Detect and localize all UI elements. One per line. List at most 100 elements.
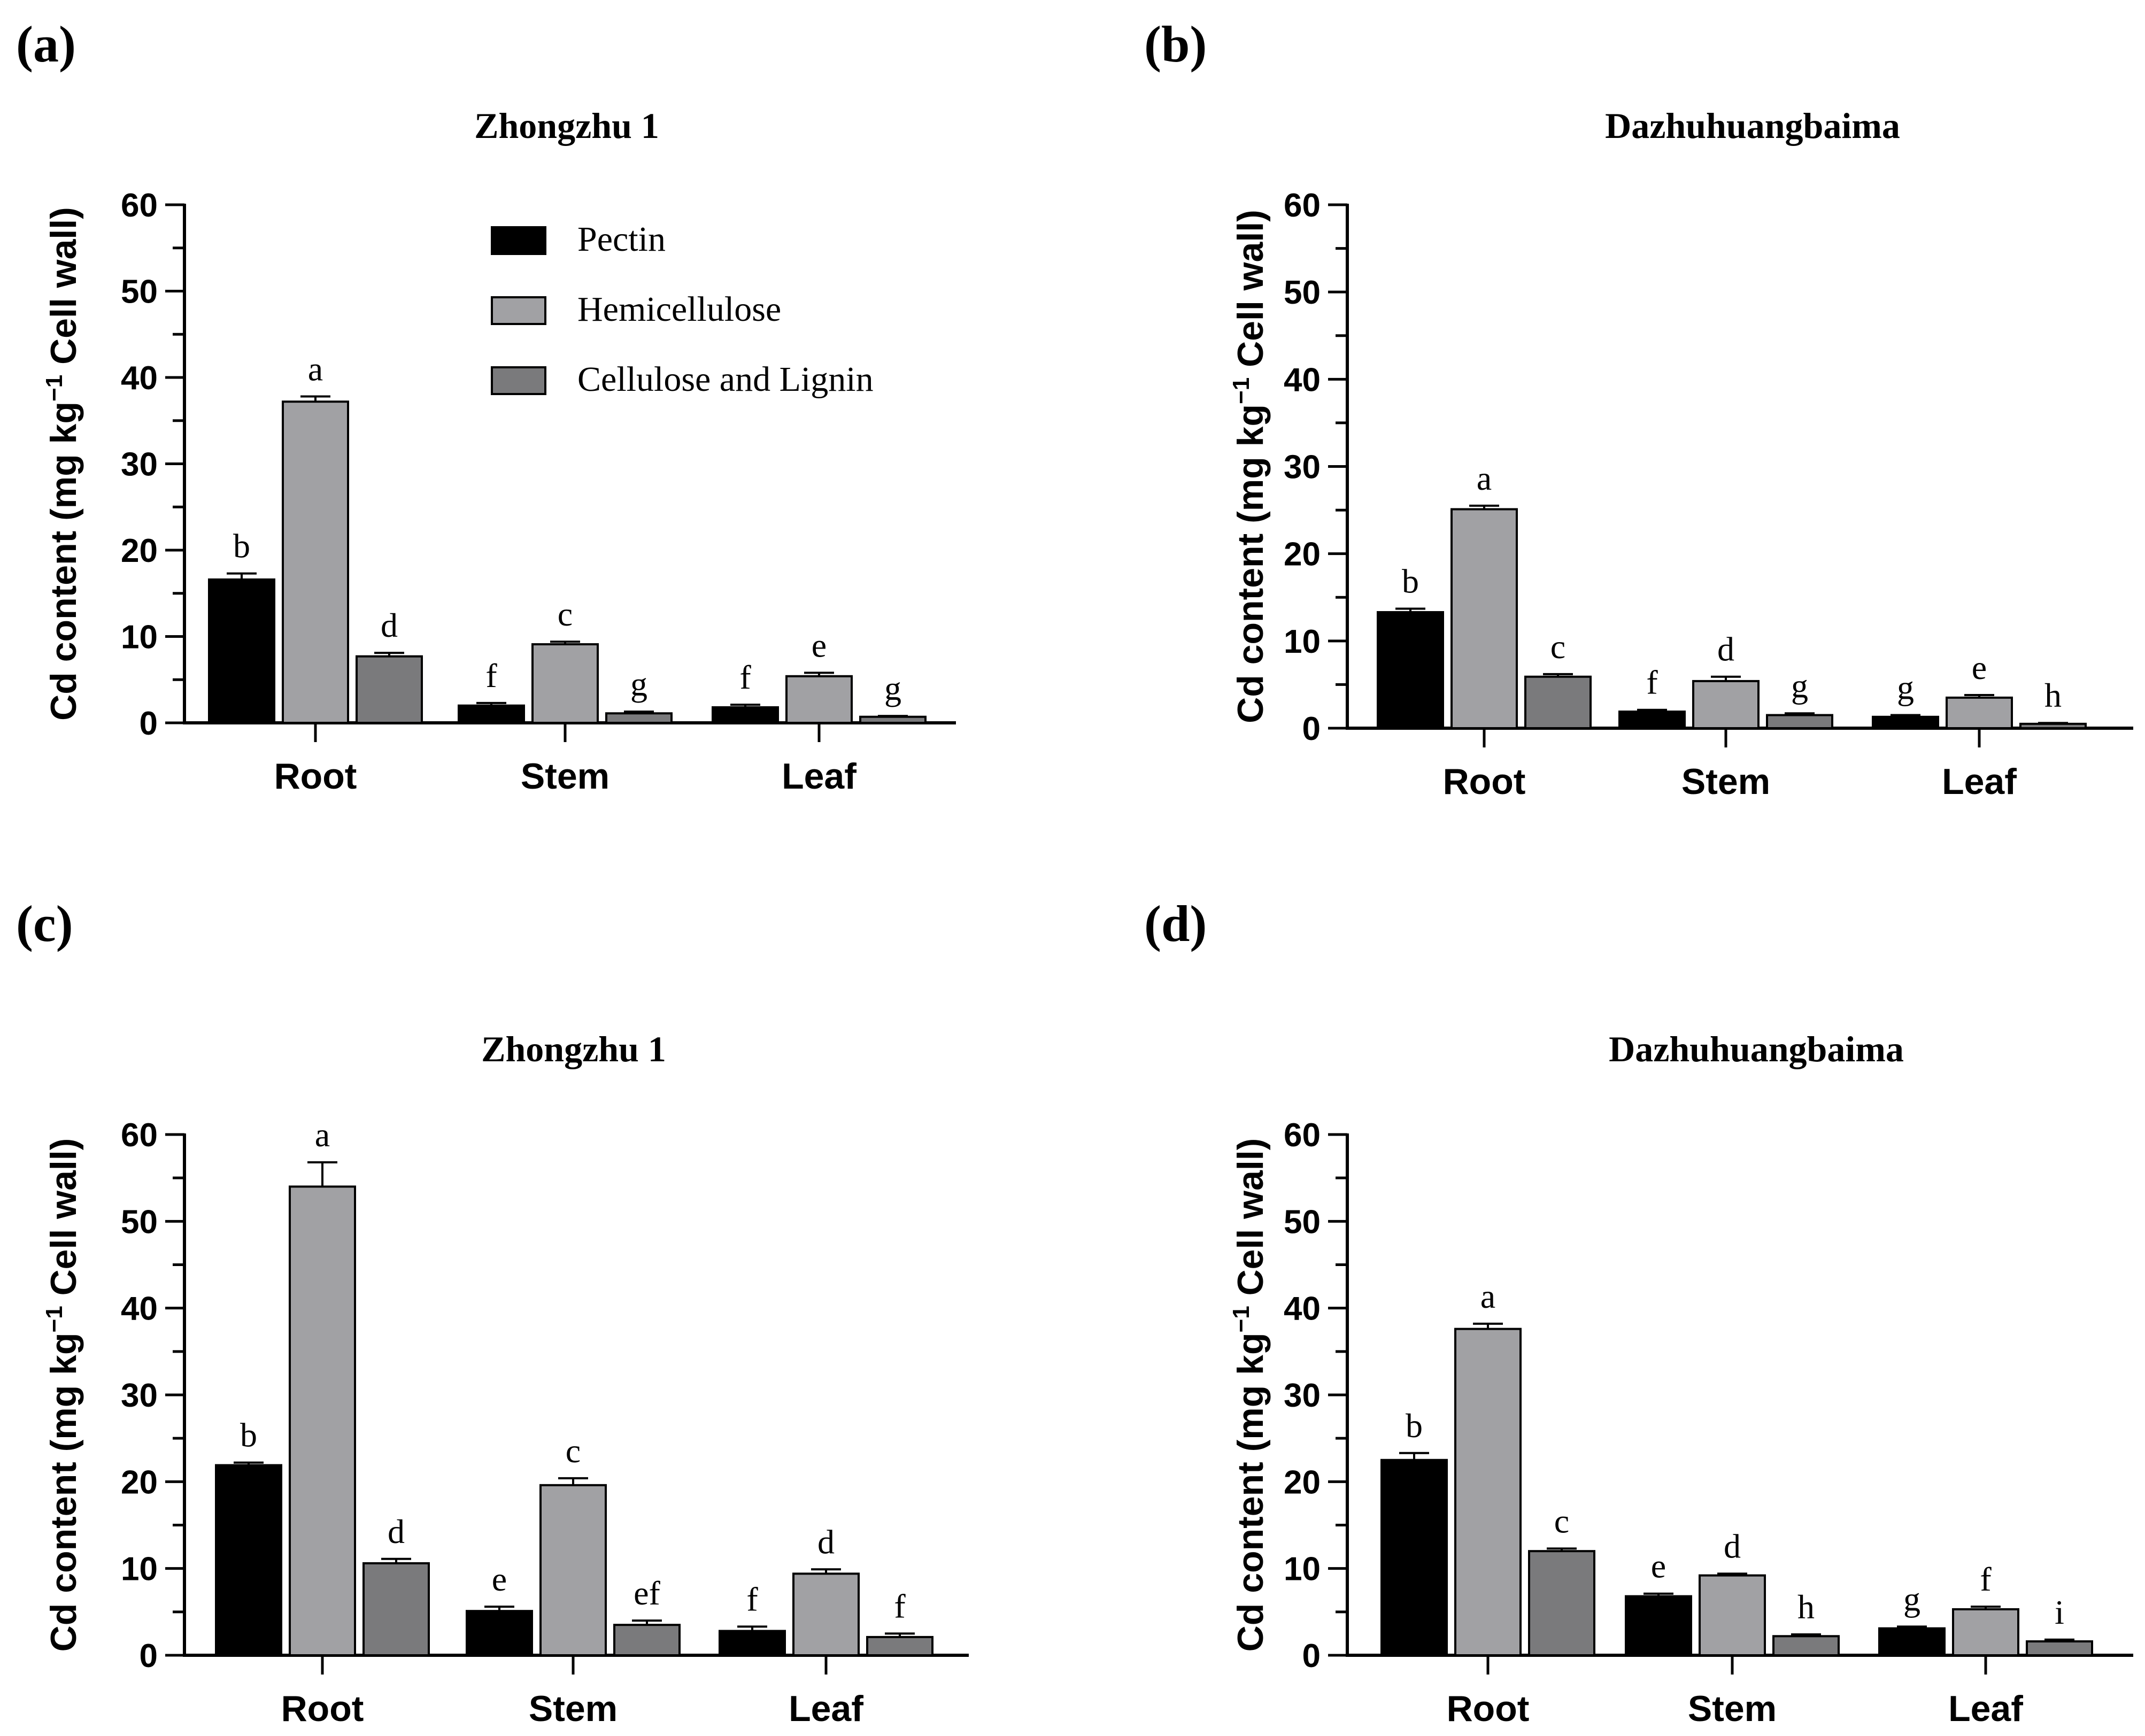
significance-letter: d [1724,1527,1741,1565]
y-tick-label: 10 [121,619,158,656]
bar [215,1464,282,1656]
x-tick-label: Root [274,756,357,797]
x-tick-label: Leaf [782,756,857,797]
significance-letter: f [1980,1560,1992,1598]
bar [2019,722,2087,730]
x-tick-label: Stem [521,756,609,797]
y-tick-label: 50 [1284,1203,1321,1240]
y-tick-label: 0 [1302,1638,1321,1675]
panel-label: (c) [16,895,73,952]
y-tick-label: 40 [1284,1291,1321,1328]
bar [539,1484,607,1656]
x-tick-label: Root [1447,1688,1530,1729]
y-axis-label-tail: Cell wall) [43,207,84,375]
legend-label: Hemicellulose [577,290,781,329]
bar [1946,696,2013,730]
legend-swatch [491,296,546,325]
significance-letter: e [492,1560,507,1598]
y-axis-label-main: Cd content (mg kg [1230,404,1271,723]
y-tick-label: 30 [121,446,158,483]
bar [1872,715,1939,729]
legend-swatch [491,226,546,255]
y-tick-label: 30 [121,1377,158,1414]
bar [458,704,525,724]
x-tick-label: Leaf [789,1688,863,1729]
y-axis-label-main: Cd content (mg kg [43,1332,84,1652]
y-tick-label: 0 [140,1638,158,1675]
significance-letter: g [884,669,901,707]
chart-panel-c: (c) Zhongzhu 1 Cd content (mg kg−1 Cell wa… [16,895,969,1729]
significance-letter: h [2044,676,2062,714]
y-axis-label-tail: Cell wall) [1230,1138,1271,1306]
y-tick-label: 20 [1284,536,1321,573]
chart-panel-a: (a) Zhongzhu 1 Cd content (mg kg−1 Cell wa… [16,16,956,797]
significance-letter: d [1717,630,1734,668]
x-tick-label: Leaf [1942,761,2017,802]
chart-title: Dazhuhuangbaima [1609,1029,1904,1069]
bar [1380,1459,1448,1656]
y-tick-label: 20 [121,533,158,569]
significance-letter: g [1903,1580,1920,1618]
significance-letter: b [233,527,250,565]
y-tick-label: 20 [1284,1464,1321,1501]
y-axis-label: Cd content (mg kg−1 Cell wall) [1228,1138,1271,1652]
y-tick-label: 10 [1284,623,1321,660]
panel-label: (a) [16,16,76,73]
bar [1766,714,1833,730]
chart-panel-b: (b) Dazhuhuangbaima Cd content (mg kg−1 Ce… [1144,16,2133,802]
y-axis-label-main: Cd content (mg kg [1230,1332,1271,1652]
significance-letter: d [388,1513,405,1550]
bar [1952,1608,2019,1657]
significance-letter: f [739,658,751,696]
x-tick-label: Root [1443,761,1526,802]
significance-letter: c [1554,1502,1569,1540]
bar [1528,1550,1595,1656]
y-axis-label-superscript: −1 [41,375,67,402]
significance-letter: f [485,657,497,695]
y-tick-label: 40 [1284,361,1321,398]
significance-letter: f [894,1587,906,1625]
y-tick-label: 10 [1284,1551,1321,1588]
chart-title: Zhongzhu 1 [474,105,659,146]
bar [282,400,349,724]
y-tick-label: 60 [121,1117,158,1154]
bar [362,1562,430,1657]
bar [531,643,599,724]
bar [859,715,927,724]
x-tick-label: Stem [1688,1688,1777,1729]
bar [613,1624,681,1657]
significance-letter: c [558,595,573,633]
legend-label: Cellulose and Lignin [577,360,874,399]
y-tick-label: 40 [121,360,158,397]
y-axis-label: Cd content (mg kg−1 Cell wall) [41,207,84,721]
bar [1699,1574,1766,1656]
y-axis-label: Cd content (mg kg−1 Cell wall) [41,1138,84,1652]
significance-letter: a [315,1116,330,1154]
significance-letter: a [1477,459,1492,497]
y-tick-label: 30 [1284,449,1321,486]
bar [1618,710,1686,729]
y-tick-label: 50 [1284,274,1321,311]
bar [289,1185,356,1656]
significance-letter: e [812,626,827,664]
chart-title: Dazhuhuangbaima [1605,105,1900,146]
x-tick-label: Leaf [1948,1688,2023,1729]
significance-letter: g [1791,667,1808,705]
bar [1878,1627,1946,1657]
x-tick-label: Stem [529,1688,618,1729]
chart-panel-d: (d) Dazhuhuangbaima Cd content (mg kg−1 Ce… [1144,895,2133,1729]
panel-label: (b) [1144,16,1207,73]
bar [1450,508,1518,729]
y-tick-label: 20 [121,1464,158,1501]
bar [792,1572,860,1657]
y-tick-label: 0 [1302,711,1321,747]
significance-letter: b [1406,1407,1423,1445]
significance-letter: h [1797,1588,1815,1626]
bar [866,1635,933,1656]
significance-letter: f [1646,663,1658,701]
y-tick-label: 50 [121,274,158,311]
significance-letter: c [566,1432,581,1470]
significance-letter: ef [634,1574,660,1612]
significance-letter: d [817,1523,835,1561]
